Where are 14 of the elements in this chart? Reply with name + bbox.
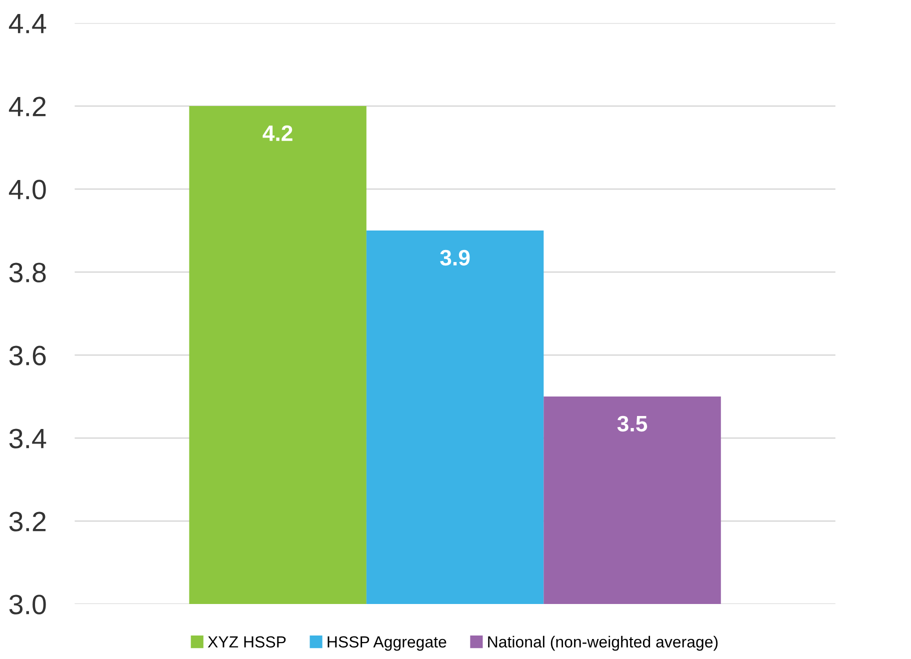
y-tick-label: 4.0	[8, 180, 46, 200]
y-tick-label: 3.6	[9, 346, 46, 366]
legend-label: XYZ HSSP	[208, 636, 286, 648]
legend-label: HSSP Aggregate	[328, 636, 446, 651]
y-tick-label: 3.4	[9, 428, 46, 448]
legend-label: National (non-weighted average)	[488, 636, 718, 651]
y-tick-label: 3.2	[9, 512, 46, 532]
data-label: 3.9	[440, 250, 470, 266]
y-tick-label: 4.2	[8, 96, 46, 116]
y-tick-label: 4.4	[8, 14, 46, 34]
y-tick-label: 3.0	[9, 594, 46, 614]
y-tick-label: 3.8	[9, 262, 46, 282]
data-label: 4.2	[262, 125, 292, 141]
data-label: 3.5	[617, 416, 648, 432]
